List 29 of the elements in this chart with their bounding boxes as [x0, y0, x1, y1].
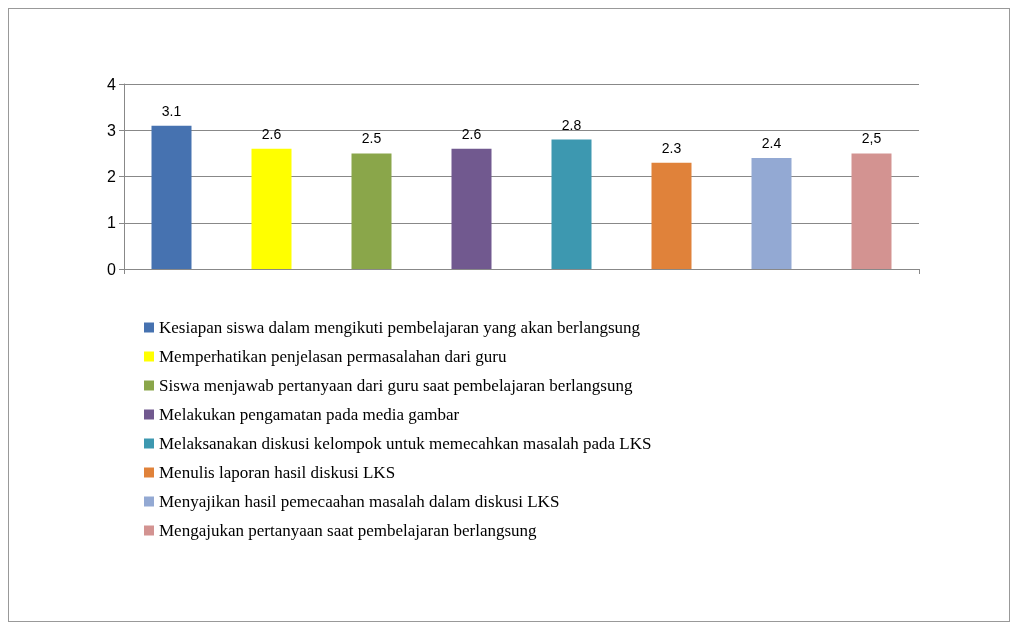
bar	[851, 153, 892, 269]
legend-label: Melakukan pengamatan pada media gambar	[159, 405, 460, 424]
legend-label: Kesiapan siswa dalam mengikuti pembelajaran yang akan berlangsung	[159, 318, 641, 337]
bar	[451, 148, 492, 269]
legend-label: Menyajikan hasil pemecaahan masalah dalam diskusi LKS	[159, 492, 560, 511]
data-label: 2.6	[261, 125, 282, 142]
legend-label: Memperhatikan penjelasan permasalahan dari guru	[159, 347, 507, 366]
bar	[651, 162, 692, 269]
legend-label: Mengajukan pertanyaan saat pembelajaran berlangsung	[159, 521, 538, 540]
y-tick-label: 1	[107, 214, 117, 232]
bar	[751, 158, 792, 269]
y-tick-label: 2	[107, 168, 117, 185]
legend-label: Melaksanakan diskusi kelompok untuk memecahkan masalah pada LKS	[159, 434, 652, 453]
data-label: 2.5	[361, 130, 382, 147]
data-label: 2.8	[561, 116, 582, 133]
data-label: 2.3	[661, 139, 682, 156]
data-label: 2.6	[461, 125, 482, 142]
data-label: 2.4	[761, 135, 782, 151]
y-tick-label: 0	[107, 260, 117, 278]
bar	[551, 139, 592, 269]
data-label: 3.1	[161, 102, 182, 119]
bar	[151, 125, 192, 269]
data-label: 2,5	[861, 130, 882, 147]
bar	[351, 153, 392, 269]
y-tick-label: 4	[107, 75, 117, 93]
legend-label: Siswa menjawab pertanyaan dari guru saat pembelajaran berlangsung	[159, 376, 633, 395]
bar	[251, 148, 292, 269]
legend-label: Menulis laporan hasil diskusi LKS	[159, 463, 396, 482]
y-tick-label: 3	[107, 121, 117, 139]
